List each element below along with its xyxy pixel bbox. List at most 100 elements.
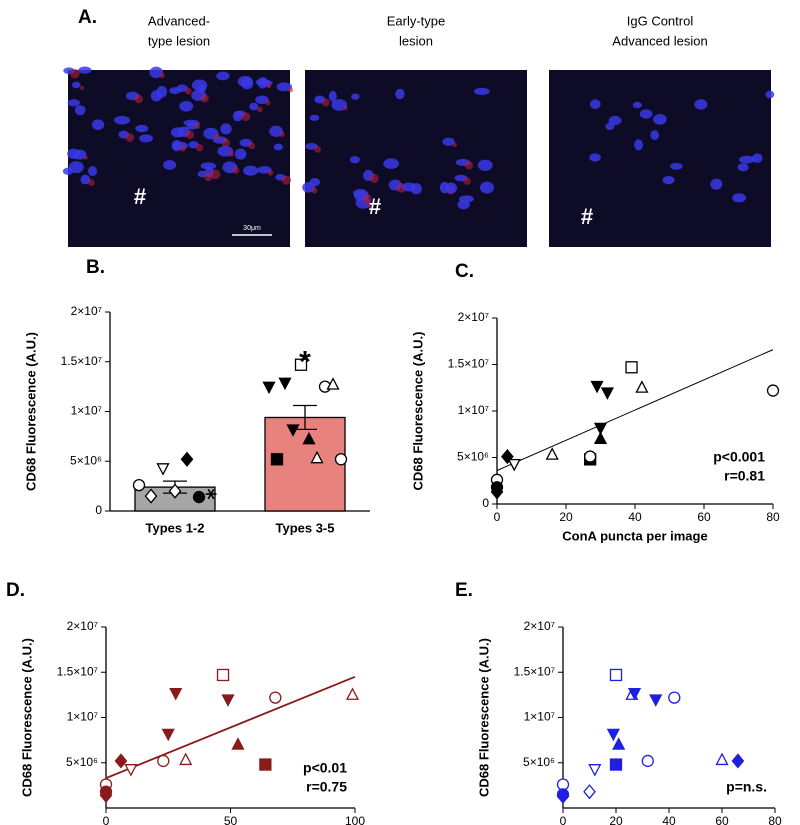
point [593, 431, 608, 444]
stain [159, 72, 165, 79]
x-tick-label: 80 [768, 814, 782, 825]
y-tick-label: 2×10⁷ [458, 310, 489, 324]
point [612, 737, 626, 750]
nucleus [309, 177, 321, 187]
nucleus [243, 165, 259, 176]
nucleus [216, 71, 230, 81]
nucleus [74, 105, 86, 116]
point [180, 451, 194, 467]
point [157, 754, 170, 768]
nucleus [169, 87, 181, 95]
stain [267, 170, 274, 176]
lumen-mark: # [369, 194, 381, 219]
point [649, 694, 663, 707]
nucleus [170, 127, 185, 138]
panel-label: A. [78, 7, 97, 28]
stain [279, 131, 285, 138]
image-caption: lesion [399, 33, 433, 48]
x-tick-label: 0 [103, 814, 110, 825]
micrograph [549, 70, 771, 247]
stain [452, 142, 457, 148]
stain [70, 68, 80, 79]
y-tick-label: 1×10⁷ [458, 403, 489, 417]
stain [213, 133, 220, 140]
stain [266, 83, 272, 89]
y-axis-label: CD68 Fluorescence (A.U.) [410, 332, 425, 491]
y-tick-label: 2×10⁷ [67, 619, 98, 633]
point [124, 764, 138, 777]
y-tick-label: 1×10⁷ [71, 404, 102, 418]
stain [321, 98, 330, 107]
nucleus [328, 90, 337, 102]
nucleus [732, 193, 746, 203]
nucleus [670, 162, 683, 170]
point [310, 450, 324, 464]
point [326, 377, 340, 390]
point [545, 447, 559, 460]
nucleus [634, 139, 643, 151]
point [345, 687, 360, 700]
nucleus [135, 124, 149, 133]
stain [204, 173, 213, 182]
y-axis-label: CD68 Fluorescence (A.U.) [476, 638, 491, 797]
point [114, 753, 128, 769]
nucleus [473, 87, 490, 96]
micrograph [305, 70, 527, 247]
y-tick-label: 1.5×10⁷ [514, 664, 555, 678]
x-tick-label: 20 [609, 814, 623, 825]
stain [248, 142, 256, 150]
point [593, 422, 608, 436]
nucleus [139, 134, 153, 143]
nucleus [220, 123, 232, 135]
lumen-mark: # [134, 184, 146, 209]
point [144, 488, 158, 504]
nucleus [309, 114, 320, 121]
nucleus [163, 160, 177, 170]
nucleus [639, 109, 653, 119]
x-tick-label: 40 [628, 510, 642, 524]
x-tick-label: Types 3-5 [275, 520, 334, 535]
stain [125, 133, 135, 142]
significance: * [299, 345, 311, 378]
stain [265, 100, 271, 106]
nucleus [605, 122, 615, 131]
panel-label: B. [86, 257, 105, 278]
image-caption: Early-type [387, 13, 446, 28]
stain [362, 194, 372, 204]
stain [463, 177, 471, 185]
nucleus [477, 159, 493, 171]
stain [194, 122, 201, 129]
stain [221, 138, 231, 148]
nucleus [200, 162, 217, 170]
stain [241, 112, 251, 122]
nucleus [650, 130, 660, 141]
stain [210, 169, 221, 180]
stain [83, 155, 88, 160]
nucleus [765, 90, 775, 99]
point [221, 694, 235, 707]
point [302, 431, 316, 445]
x-tick-label: 0 [560, 814, 567, 825]
stain [366, 203, 372, 209]
nucleus [632, 101, 643, 109]
stat-annotation: p=n.s. [726, 779, 767, 795]
point [205, 488, 217, 500]
image-caption: Advanced lesion [612, 33, 707, 48]
point [179, 752, 193, 766]
nucleus [590, 99, 601, 110]
point [715, 752, 729, 766]
nucleus [383, 158, 400, 169]
panel-label: C. [455, 261, 474, 282]
nucleus [737, 163, 749, 172]
stain [311, 187, 318, 194]
scale-bar-label: 30μm [243, 225, 261, 232]
nucleus [662, 175, 675, 185]
nucleus [589, 153, 601, 162]
panel-label: D. [6, 580, 25, 601]
nucleus [479, 181, 495, 194]
nucleus [608, 115, 622, 126]
y-axis-label: CD68 Fluorescence (A.U.) [23, 332, 38, 491]
stain [134, 94, 143, 104]
point [169, 688, 183, 701]
x-tick-label: 0 [494, 510, 501, 524]
